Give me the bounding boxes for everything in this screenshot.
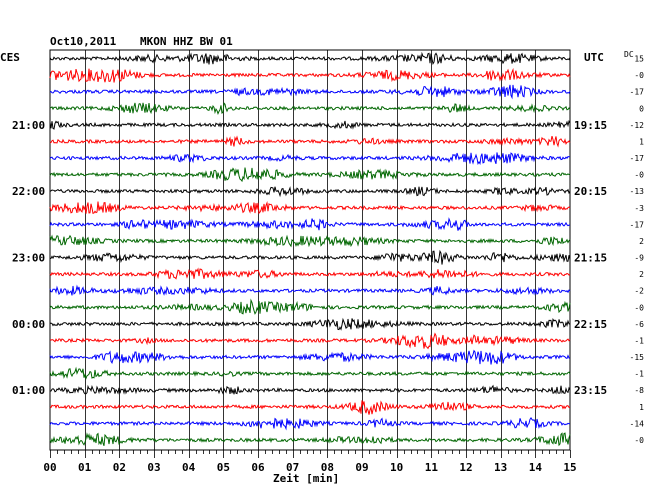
x-tick-label: 07 [286,461,299,474]
right-time-label: 22:15 [574,318,607,331]
station-label: MKON HHZ BW 01 [140,35,233,48]
trace-17 [49,317,571,331]
dc-offset-label: -17 [630,154,645,163]
dc-offset-label: -14 [630,419,645,428]
dc-offset-label: 1 [639,403,644,412]
x-tick-label: 04 [182,461,196,474]
row-labels: 21:00 22:00 23:00 00:00 01:00 19:15 20:15 21:15… [12,55,644,446]
trace-21 [49,384,571,395]
dc-offset-label: -0 [634,71,644,80]
x-axis-label: Zeit [min] [273,472,339,485]
trace-20 [49,366,571,381]
dc-offset-label: 2 [639,270,644,279]
x-tick-label: 08 [321,461,334,474]
dc-offset-label: 0 [639,104,644,113]
dc-offset-label: -12 [630,121,645,130]
dc-offset-label: -1 [634,370,644,379]
trace-3 [49,84,571,100]
dc-offset-label: -8 [634,386,644,395]
right-time-label: 19:15 [574,119,607,132]
dc-offset-label: -17 [630,220,645,229]
trace-10 [49,201,571,215]
trace-12 [49,234,571,248]
left-time-label: 23:00 [12,252,45,265]
trace-6 [49,135,571,148]
dc-offset-label: -0 [634,436,644,445]
trace-4 [49,102,571,115]
trace-15 [49,284,571,296]
x-tick-label: 11 [425,461,439,474]
dc-offset-label: -15 [630,353,645,362]
dc-offset-label: -0 [634,171,644,180]
date-label: Oct10,2011 [50,35,117,48]
plot-frame [49,49,571,451]
x-tick-label: 15 [563,461,576,474]
trace-11 [49,217,571,231]
trace-23 [49,417,570,431]
x-tick-label: 03 [147,461,160,474]
x-tick-label: 12 [459,461,472,474]
left-time-label: 01:00 [12,384,45,397]
trace-7 [49,152,571,166]
x-tick-label: 13 [494,461,507,474]
left-time-label: 21:00 [12,119,45,132]
dc-offset-label: -3 [634,204,644,213]
x-tick-label: 09 [355,461,368,474]
trace-5 [49,119,571,130]
x-axis: 00 01 02 03 04 05 06 07 08 09 10 11 12 13 14 15 [43,450,577,474]
dc-offset-label: -6 [634,320,644,329]
dc-offset-label: -17 [630,88,645,97]
trace-13 [49,249,571,265]
right-timezone: UTC [584,51,604,64]
x-tick-label: 00 [43,461,56,474]
trace-16 [49,298,571,315]
x-tick-label: 01 [78,461,92,474]
x-tick-label: 10 [390,461,403,474]
dc-offset-label: -9 [634,254,644,263]
chart-grid [49,49,571,451]
trace-14 [49,267,571,280]
x-tick-label: 14 [529,461,543,474]
left-time-label: 00:00 [12,318,45,331]
trace-19 [49,349,571,365]
trace-24 [49,432,571,447]
right-time-label: 20:15 [574,185,607,198]
trace-8 [49,167,571,183]
dc-offset-label: 1 [639,137,644,146]
dc-offset-label: 2 [639,237,644,246]
trace-1 [49,51,571,66]
left-timezone: CES [0,51,20,64]
trace-9 [49,186,571,198]
trace-2 [49,67,571,83]
dc-offset-label: -1 [634,336,644,345]
trace-22 [49,400,570,415]
dc-offset-label: 15 [634,55,644,64]
trace-18 [49,332,571,350]
right-time-label: 23:15 [574,384,607,397]
x-tick-label: 06 [251,461,265,474]
right-time-label: 21:15 [574,252,607,265]
x-tick-label: 02 [113,461,126,474]
x-tick-label: 05 [217,461,230,474]
dc-offset-label: -0 [634,303,644,312]
seismic-traces [49,51,571,447]
dc-offset-label: -13 [630,187,645,196]
dc-label: DC [624,50,634,59]
dc-offset-label: -2 [634,287,644,296]
left-time-label: 22:00 [12,185,45,198]
